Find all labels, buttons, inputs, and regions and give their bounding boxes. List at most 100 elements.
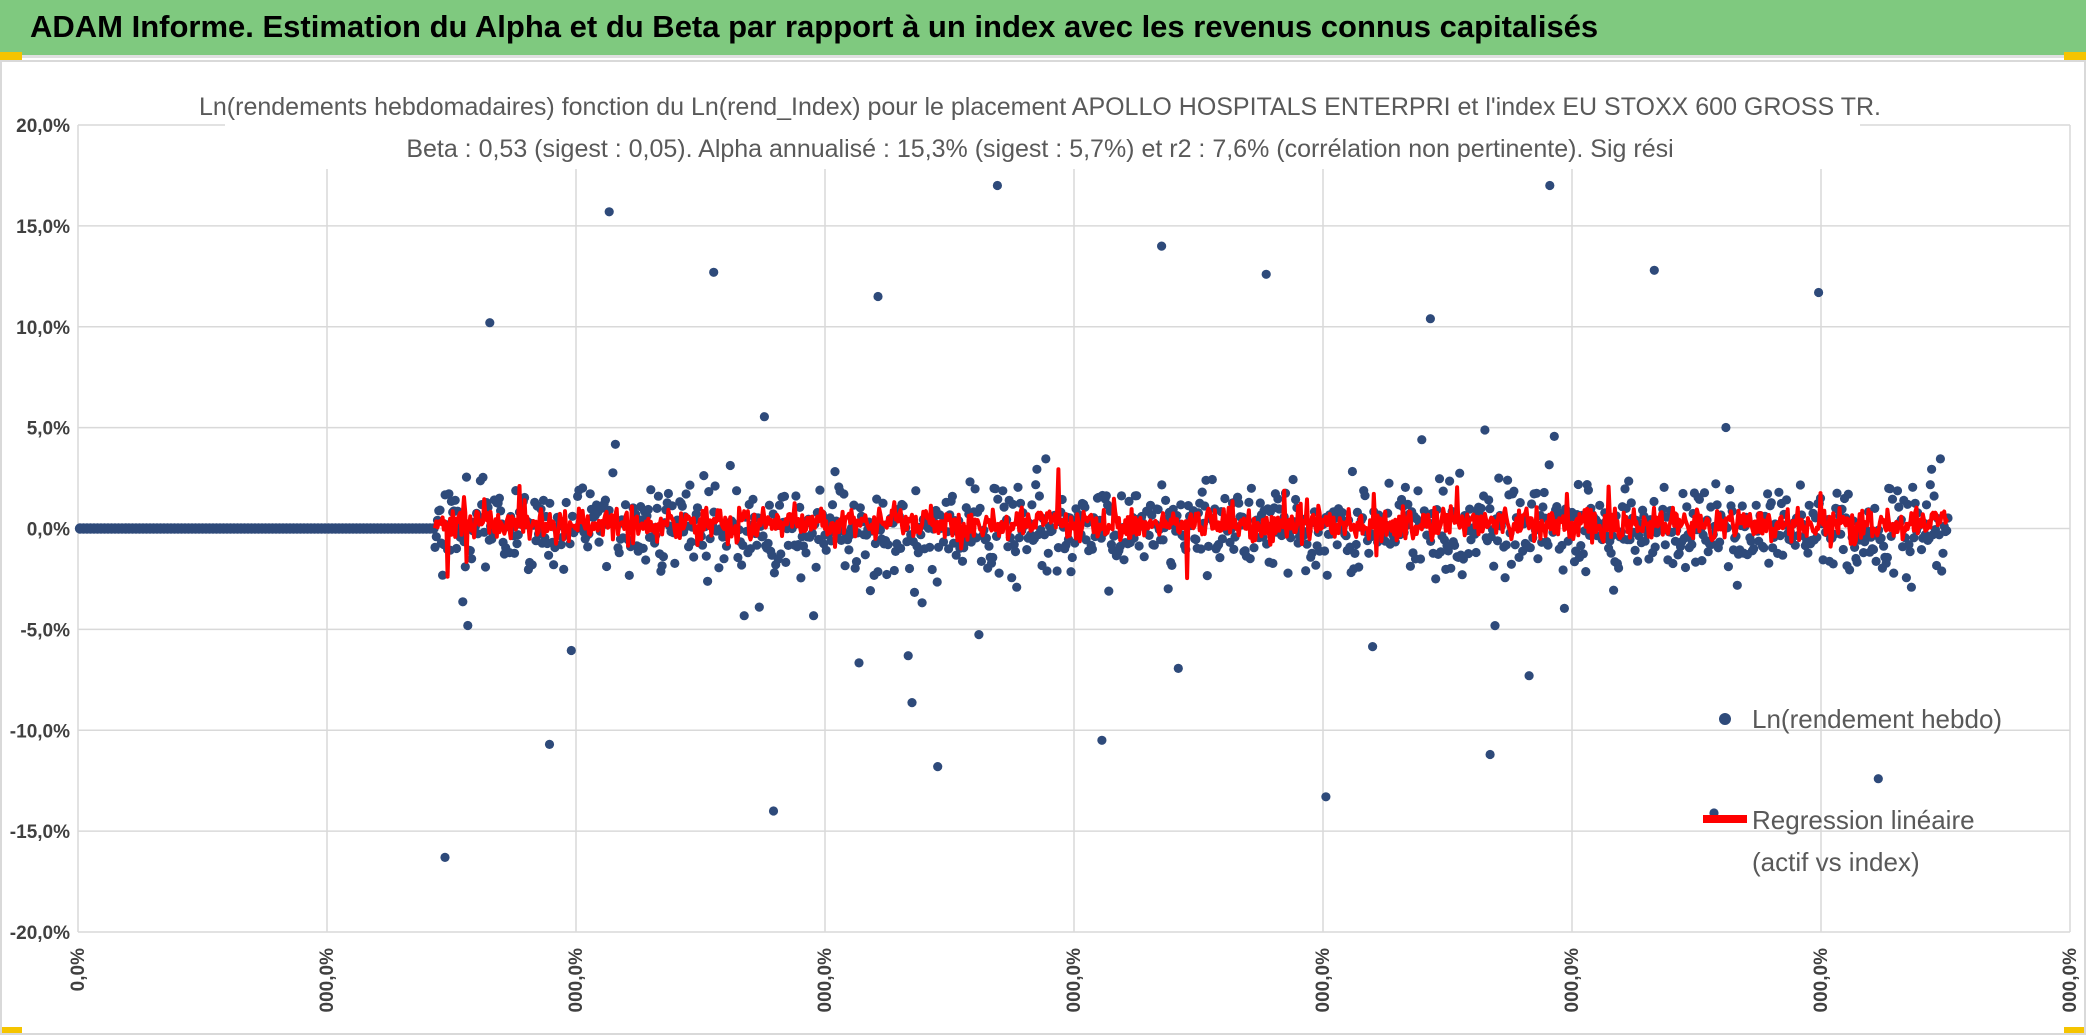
scatter-point [925, 542, 935, 552]
scatter-point [1674, 548, 1684, 559]
scatter-point [1417, 435, 1427, 445]
scatter-point [1007, 573, 1017, 583]
scatter-point [911, 486, 921, 496]
scatter-point [865, 586, 876, 596]
scatter-point [1532, 488, 1542, 498]
scatter-point [1723, 562, 1733, 572]
scatter-point [1721, 422, 1731, 433]
scatter-point [1153, 504, 1163, 515]
scatter-point [1097, 735, 1107, 745]
scatter-point [733, 552, 743, 563]
scatter-point [513, 530, 523, 540]
scatter-point [509, 548, 520, 558]
scatter-point [1147, 510, 1157, 520]
report-title: ADAM Informe. Estimation du Alpha et du … [30, 9, 1599, 44]
scatter-point [1229, 544, 1239, 555]
scatter-point [1463, 549, 1474, 559]
scatter-point [1066, 567, 1076, 577]
scatter-point [801, 548, 811, 558]
scatter-point [815, 485, 825, 495]
scatter-point [1640, 536, 1650, 546]
scatter-point [957, 556, 968, 566]
scatter-point [670, 558, 680, 569]
scatter-point [460, 562, 470, 572]
scatter-point [1110, 530, 1120, 540]
scatter-point [798, 541, 809, 551]
scatter-point [903, 651, 913, 661]
scatter-point [1795, 480, 1805, 490]
legend-label-scatter: Ln(rendement hebdo) [1752, 704, 2002, 734]
scatter-point [965, 477, 975, 487]
scatter-point [830, 467, 840, 477]
scatter-point [1132, 491, 1142, 501]
scatter-point [896, 543, 906, 554]
scatter-point [1196, 544, 1206, 554]
scatter-point [1492, 536, 1503, 546]
scatter-point [752, 540, 762, 550]
scatter-point [1288, 474, 1298, 485]
scatter-point [1027, 500, 1037, 510]
scatter-point [549, 560, 559, 570]
scatter-point [1321, 792, 1331, 802]
scatter-point [1573, 479, 1583, 490]
scatter-point [1889, 568, 1899, 578]
scatter-point [697, 540, 708, 550]
scatter-point [1176, 500, 1186, 510]
scatter-point [725, 460, 735, 471]
scatter-point [1882, 552, 1892, 563]
x-tick-label: 0,0% [68, 948, 89, 991]
scatter-point [1311, 560, 1321, 570]
scatter-point [827, 500, 838, 510]
scatter-point [1013, 482, 1023, 492]
scatter-point [791, 491, 801, 501]
scatter-point [1506, 559, 1516, 569]
scatter-point [1620, 484, 1630, 494]
scatter-point [710, 481, 720, 491]
scatter-point [444, 489, 454, 499]
scatter-point [1014, 533, 1024, 543]
scatter-point [1804, 500, 1814, 510]
scatter-point [1022, 545, 1032, 555]
scatter-point [1524, 671, 1534, 681]
scatter-point [431, 532, 441, 542]
scatter-point [1031, 480, 1041, 490]
scatter-point [889, 565, 899, 576]
x-tick-label: 000,0% [317, 948, 338, 1013]
scatter-point [951, 550, 961, 560]
scatter-point [667, 501, 677, 511]
report-banner: ADAM Informe. Estimation du Alpha et du … [0, 0, 2086, 58]
scatter-point [883, 540, 893, 550]
scatter-point [1484, 495, 1494, 505]
scatter-point [1845, 565, 1855, 575]
scatter-point [1909, 533, 1919, 543]
scatter-point [1465, 504, 1475, 514]
scatter-point [1415, 554, 1426, 564]
scatter-point [902, 537, 912, 547]
scatter-point [873, 291, 883, 302]
scatter-point [748, 494, 758, 504]
scatter-point [556, 540, 566, 550]
scatter-point [774, 500, 785, 510]
y-tick-label: 20,0% [16, 116, 70, 137]
regression-series [433, 467, 1950, 581]
scatter-point [1457, 570, 1467, 580]
scatter-point [1832, 488, 1842, 498]
scatter-point [544, 550, 554, 560]
scatter-point [652, 503, 662, 513]
scatter-point [1134, 541, 1144, 551]
scatter-point [1711, 479, 1721, 489]
scatter-point [610, 439, 621, 449]
corner-marker-bottom-left [0, 1027, 22, 1035]
scatter-point [620, 500, 631, 510]
scatter-point [1852, 557, 1862, 567]
scatter-point [1347, 466, 1357, 477]
scatter-point [624, 570, 634, 581]
scatter-point [638, 543, 648, 554]
scatter-point [1015, 498, 1026, 508]
scatter-point [811, 562, 821, 572]
scatter-point [1384, 478, 1394, 488]
scatter-point [1703, 547, 1713, 557]
scatter-point [1009, 540, 1019, 550]
scatter-point [1450, 540, 1460, 551]
